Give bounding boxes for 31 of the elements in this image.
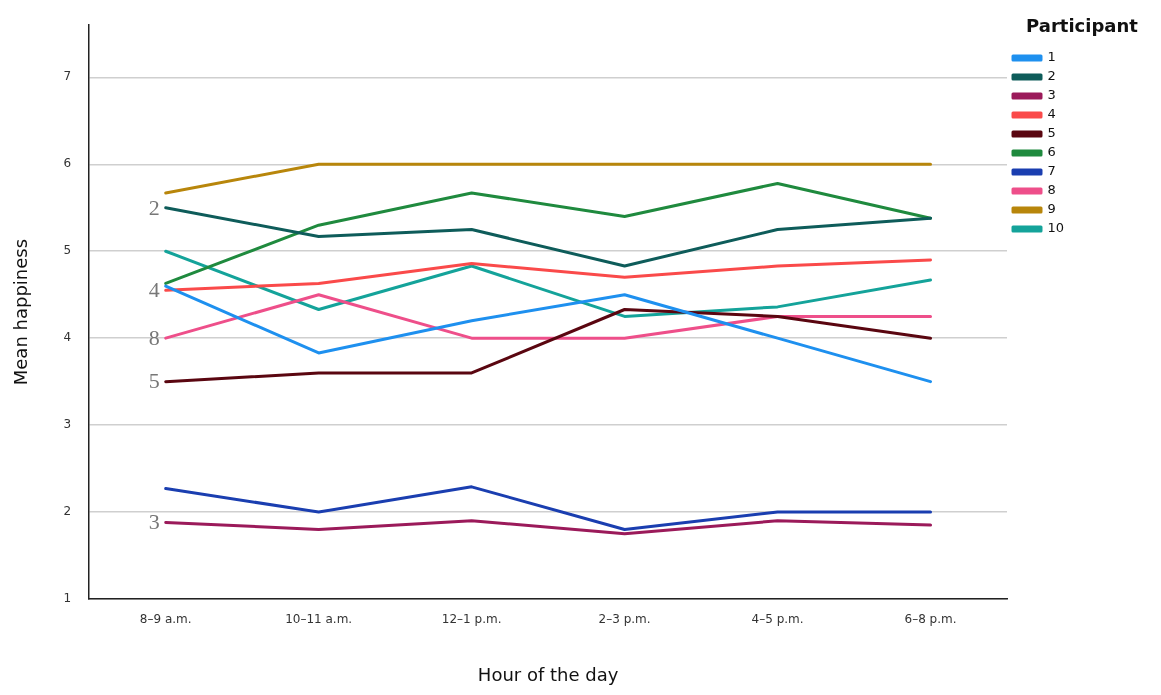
legend-label: 1 [1047,49,1056,65]
legend-label: 7 [1047,163,1056,179]
y-tick-label: 5 [63,243,72,258]
legend-label: 4 [1047,106,1056,122]
x-tick-label: 6–8 p.m. [904,612,957,627]
x-tick-label: 2–3 p.m. [598,612,651,627]
annotation: 3 [148,509,160,535]
legend-label: 8 [1047,182,1056,198]
y-tick-label: 4 [63,330,72,345]
y-tick-label: 2 [63,504,72,519]
y-tick-label: 3 [63,417,72,432]
x-tick-label: 12–1 p.m. [441,612,502,627]
x-tick-label: 8–9 a.m. [139,612,192,627]
y-tick-label: 1 [63,591,72,606]
legend-label: 6 [1047,144,1056,160]
legend-label: 2 [1047,68,1056,84]
legend-label: 9 [1047,201,1056,217]
annotation: 5 [148,368,160,394]
x-tick-label: 4–5 p.m. [751,612,804,627]
y-tick-label: 6 [63,156,72,171]
y-tick-label: 7 [63,69,72,84]
legend-label: 3 [1047,87,1056,103]
annotation: 8 [148,324,160,350]
x-tick-label: 10–11 a.m. [285,612,353,627]
x-axis-title: Hour of the day [477,663,619,685]
legend-title: Participant [1026,14,1139,36]
legend-label: 10 [1047,220,1065,236]
annotation: 2 [148,194,160,220]
annotation: 4 [148,277,160,303]
legend-label: 5 [1047,125,1056,141]
y-axis-title: Mean happiness [10,238,32,386]
